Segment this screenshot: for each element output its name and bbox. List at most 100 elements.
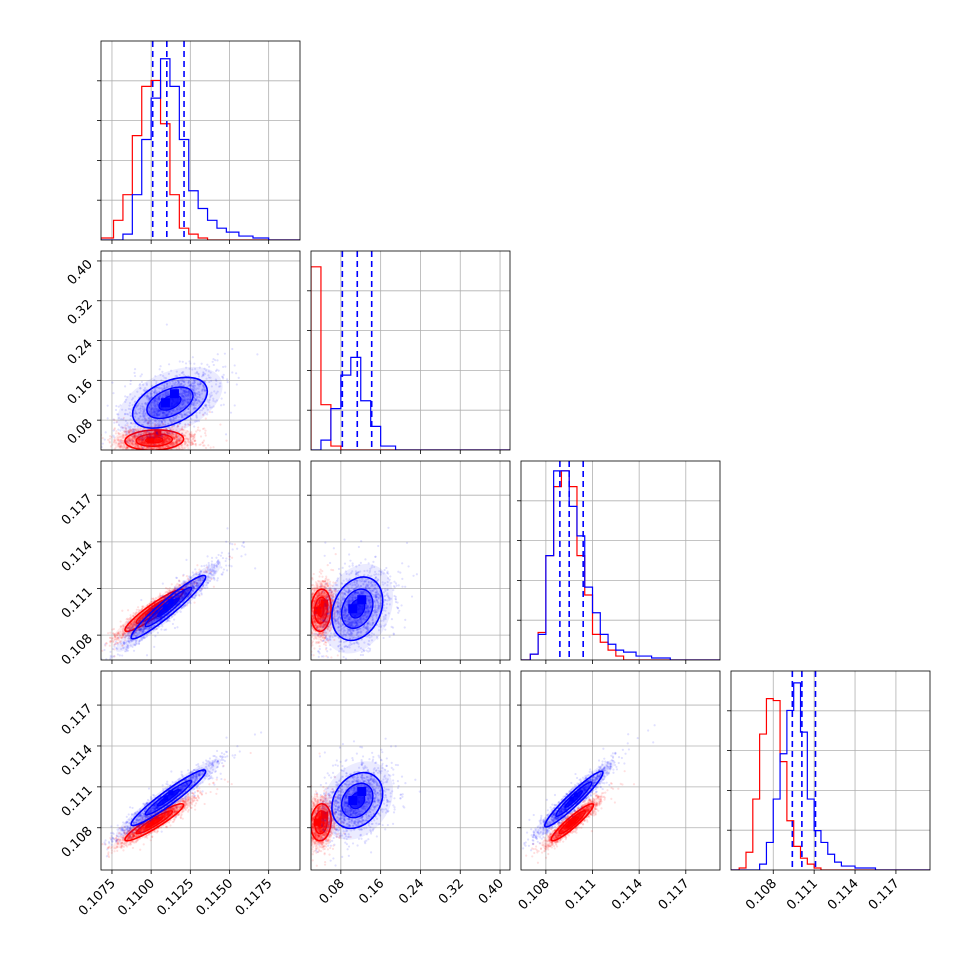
scatter-point [118,442,121,445]
scatter-point [175,370,178,373]
scatter-point [177,579,181,582]
scatter-point [106,404,109,407]
scatter-point [193,435,196,438]
scatter-point [184,413,187,416]
scatter-point [152,402,156,405]
scatter-point [162,445,165,448]
scatter-point [189,392,193,395]
scatter-point [192,386,195,389]
scatter-point [193,433,196,436]
scatter-point [153,399,157,402]
scatter-point [134,415,137,418]
scatter-point [161,431,164,434]
scatter-point [173,436,176,439]
scatter-point [159,423,162,426]
scatter-point [114,643,117,646]
scatter-point [167,438,171,441]
scatter-point [168,589,171,592]
scatter-point [166,382,169,385]
scatter-point [187,391,190,394]
scatter-point [171,384,174,387]
scatter-point [113,438,116,442]
scatter-point [120,441,124,444]
scatter-point [169,433,172,436]
scatter-point [124,429,128,432]
scatter-point [160,434,163,438]
scatter-point [153,413,156,416]
scatter-point [175,374,178,377]
scatter-point [195,581,198,585]
scatter-point [140,453,142,455]
scatter-point [211,410,214,414]
scatter-point [163,384,166,387]
scatter-point [139,387,142,390]
scatter-point [126,617,129,620]
scatter-point [90,650,92,652]
scatter-point [189,435,192,439]
scatter-point [144,408,147,411]
scatter-point [137,433,140,436]
scatter-point [210,394,214,397]
scatter-point [183,413,186,416]
scatter-point [147,420,150,423]
scatter-point [141,432,145,435]
scatter-point [155,412,159,416]
scatter-point [143,615,146,618]
scatter-point [144,412,147,416]
scatter-point [159,373,162,376]
scatter-point [127,438,130,441]
scatter-point [166,437,169,440]
panel-1-1 [307,250,511,454]
scatter-point [161,423,165,427]
scatter-point [175,441,178,444]
scatter-point [126,445,129,449]
scatter-point [197,391,200,394]
scatter-point [138,441,142,444]
scatter-point [187,381,190,385]
scatter-point [184,431,187,434]
scatter-point [200,392,203,395]
scatter-point [186,588,189,592]
scatter-point [158,423,161,426]
scatter-point [121,452,123,454]
scatter-point [203,427,206,430]
scatter-point [133,435,136,438]
panel-0-0 [97,40,301,244]
scatter-point [199,396,202,399]
scatter-point [208,365,211,368]
scatter-point [115,404,118,408]
scatter-point [134,436,137,439]
scatter-point [186,400,189,403]
scatter-point [224,559,227,563]
scatter-point [206,408,209,411]
scatter-point [124,430,128,433]
scatter-point [161,411,165,414]
scatter-point [193,406,196,409]
scatter-point [116,636,120,639]
scatter-point [130,428,133,432]
scatter-point [186,437,189,440]
scatter-point [145,418,148,421]
scatter-point [231,347,234,351]
scatter-point [95,430,97,432]
scatter-point [157,451,159,453]
scatter-point [181,432,184,435]
scatter-point [117,442,120,446]
scatter-point [152,435,155,438]
scatter-point [175,435,178,439]
scatter-point [225,540,228,543]
scatter-point [155,400,158,403]
scatter-point [131,448,134,450]
scatter-point [137,438,141,441]
scatter-point [171,442,175,445]
scatter-point [164,438,167,442]
scatter-point [162,393,165,396]
scatter-point [171,416,174,419]
scatter-point [139,409,142,412]
scatter-point [124,427,128,430]
scatter-point [179,379,182,382]
scatter-point [189,392,192,395]
scatter-point [135,405,138,408]
scatter-point [110,639,113,642]
scatter-point [165,414,168,417]
